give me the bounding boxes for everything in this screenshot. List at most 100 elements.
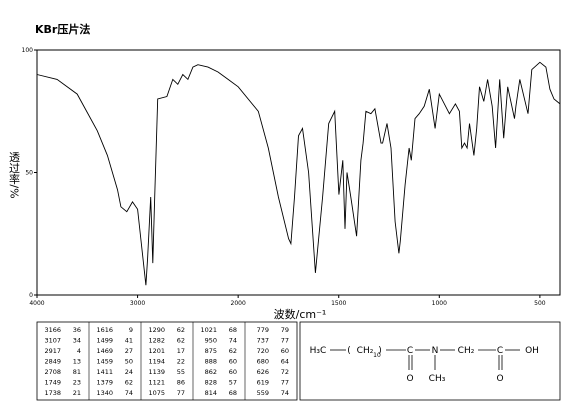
x-axis-label: 波数/cm⁻¹ xyxy=(274,308,327,321)
table-cell: 74 xyxy=(125,389,133,397)
table-cell: 64 xyxy=(281,358,289,366)
table-cell: 34 xyxy=(73,337,81,345)
table-cell: 828 xyxy=(205,379,217,387)
table-cell: 1201 xyxy=(148,347,165,355)
table-cell: 77 xyxy=(281,337,289,345)
table-cell: 74 xyxy=(281,389,289,397)
y-tick-label: 50 xyxy=(25,170,33,177)
table-cell: 1499 xyxy=(96,337,113,345)
table-cell: 1021 xyxy=(200,326,217,334)
structure-label: CH₂ xyxy=(458,346,475,356)
structure-label: C xyxy=(497,346,503,356)
table-frame xyxy=(36,321,298,401)
table-cell: 1282 xyxy=(148,337,165,345)
table-cell: 13 xyxy=(73,358,81,366)
spectrum-line xyxy=(36,61,561,286)
table-cell: 81 xyxy=(73,368,81,376)
table-cell: 619 xyxy=(257,379,269,387)
structure-label: H₃C xyxy=(310,346,327,356)
structure-bonds xyxy=(330,349,520,370)
table-cell: 77 xyxy=(281,379,289,387)
x-tick-label: 4000 xyxy=(29,300,44,307)
table-cell: 779 xyxy=(257,326,269,334)
structure-label: 10 xyxy=(373,352,381,359)
structure-label: O xyxy=(496,374,503,384)
table-cell: 1139 xyxy=(148,368,165,376)
table-cell: 875 xyxy=(205,347,217,355)
x-tick-label: 1500 xyxy=(331,300,346,307)
table-cell: 862 xyxy=(205,368,217,376)
table-cell: 1290 xyxy=(148,326,165,334)
table-cell: 68 xyxy=(229,326,237,334)
table-cell: 60 xyxy=(281,347,289,355)
x-tick-label: 2000 xyxy=(231,300,246,307)
table-cell: 55 xyxy=(177,368,185,376)
table-cell: 17 xyxy=(177,347,185,355)
x-tick-label: 3000 xyxy=(130,300,145,307)
structure-label: ) xyxy=(378,346,382,356)
table-cell: 62 xyxy=(229,347,237,355)
structure-label: CH₂ xyxy=(357,346,374,356)
table-cell: 626 xyxy=(257,368,269,376)
table-cell: 720 xyxy=(257,347,269,355)
table-cell: 559 xyxy=(257,389,269,397)
table-cell: 86 xyxy=(177,379,185,387)
table-cell: 27 xyxy=(125,347,133,355)
table-cell: 1616 xyxy=(96,326,113,334)
table-cell: 888 xyxy=(205,358,217,366)
table-cell: 1194 xyxy=(148,358,165,366)
structure-frame xyxy=(299,321,561,401)
table-cell: 79 xyxy=(281,326,289,334)
table-cell: 950 xyxy=(205,337,217,345)
structure-label: O xyxy=(406,374,413,384)
table-cell: 1411 xyxy=(96,368,113,376)
table-cell: 3166 xyxy=(44,326,61,334)
structure-label: N xyxy=(432,346,439,356)
table-cell: 4 xyxy=(77,347,81,355)
table-cell: 23 xyxy=(73,379,81,387)
structure-label: ( xyxy=(347,346,351,356)
table-cell: 2849 xyxy=(44,358,61,366)
y-axis-label: 透过率/% xyxy=(8,151,21,198)
table-cell: 24 xyxy=(125,368,133,376)
chart-title: KBr压片法 xyxy=(35,22,90,36)
structure-label: C xyxy=(407,346,413,356)
table-cell: 68 xyxy=(229,389,237,397)
table-cell: 1075 xyxy=(148,389,165,397)
table-cell: 22 xyxy=(177,358,185,366)
table-cell: 2708 xyxy=(44,368,61,376)
y-tick-label: 100 xyxy=(22,47,34,54)
table-cell: 21 xyxy=(73,389,81,397)
table-cell: 1459 xyxy=(96,358,113,366)
plot-frame xyxy=(36,49,561,296)
table-cell: 77 xyxy=(177,389,185,397)
x-tick-label: 1000 xyxy=(432,300,447,307)
table-cell: 1121 xyxy=(148,379,165,387)
table-cell: 62 xyxy=(125,379,133,387)
table-cell: 1738 xyxy=(44,389,61,397)
table-cell: 50 xyxy=(125,358,133,366)
table-cell: 62 xyxy=(177,337,185,345)
table-cell: 60 xyxy=(229,368,237,376)
table-cell: 57 xyxy=(229,379,237,387)
table-cell: 41 xyxy=(125,337,133,345)
table-cell: 1749 xyxy=(44,379,61,387)
table-cell: 2917 xyxy=(44,347,61,355)
table-cell: 60 xyxy=(229,358,237,366)
table-cell: 72 xyxy=(281,368,289,376)
structure-label: CH₃ xyxy=(429,374,446,384)
table-cell: 814 xyxy=(205,389,217,397)
y-tick-label: 0 xyxy=(29,292,33,299)
table-cell: 36 xyxy=(73,326,81,334)
table-cell: 1340 xyxy=(96,389,113,397)
table-cell: 1379 xyxy=(96,379,113,387)
table-cell: 680 xyxy=(257,358,269,366)
table-cell: 74 xyxy=(229,337,237,345)
structure-label: OH xyxy=(525,346,539,356)
x-tick-label: 500 xyxy=(534,300,546,307)
table-cell: 737 xyxy=(257,337,269,345)
table-cell: 1469 xyxy=(96,347,113,355)
table-cell: 9 xyxy=(129,326,133,334)
table-cell: 62 xyxy=(177,326,185,334)
